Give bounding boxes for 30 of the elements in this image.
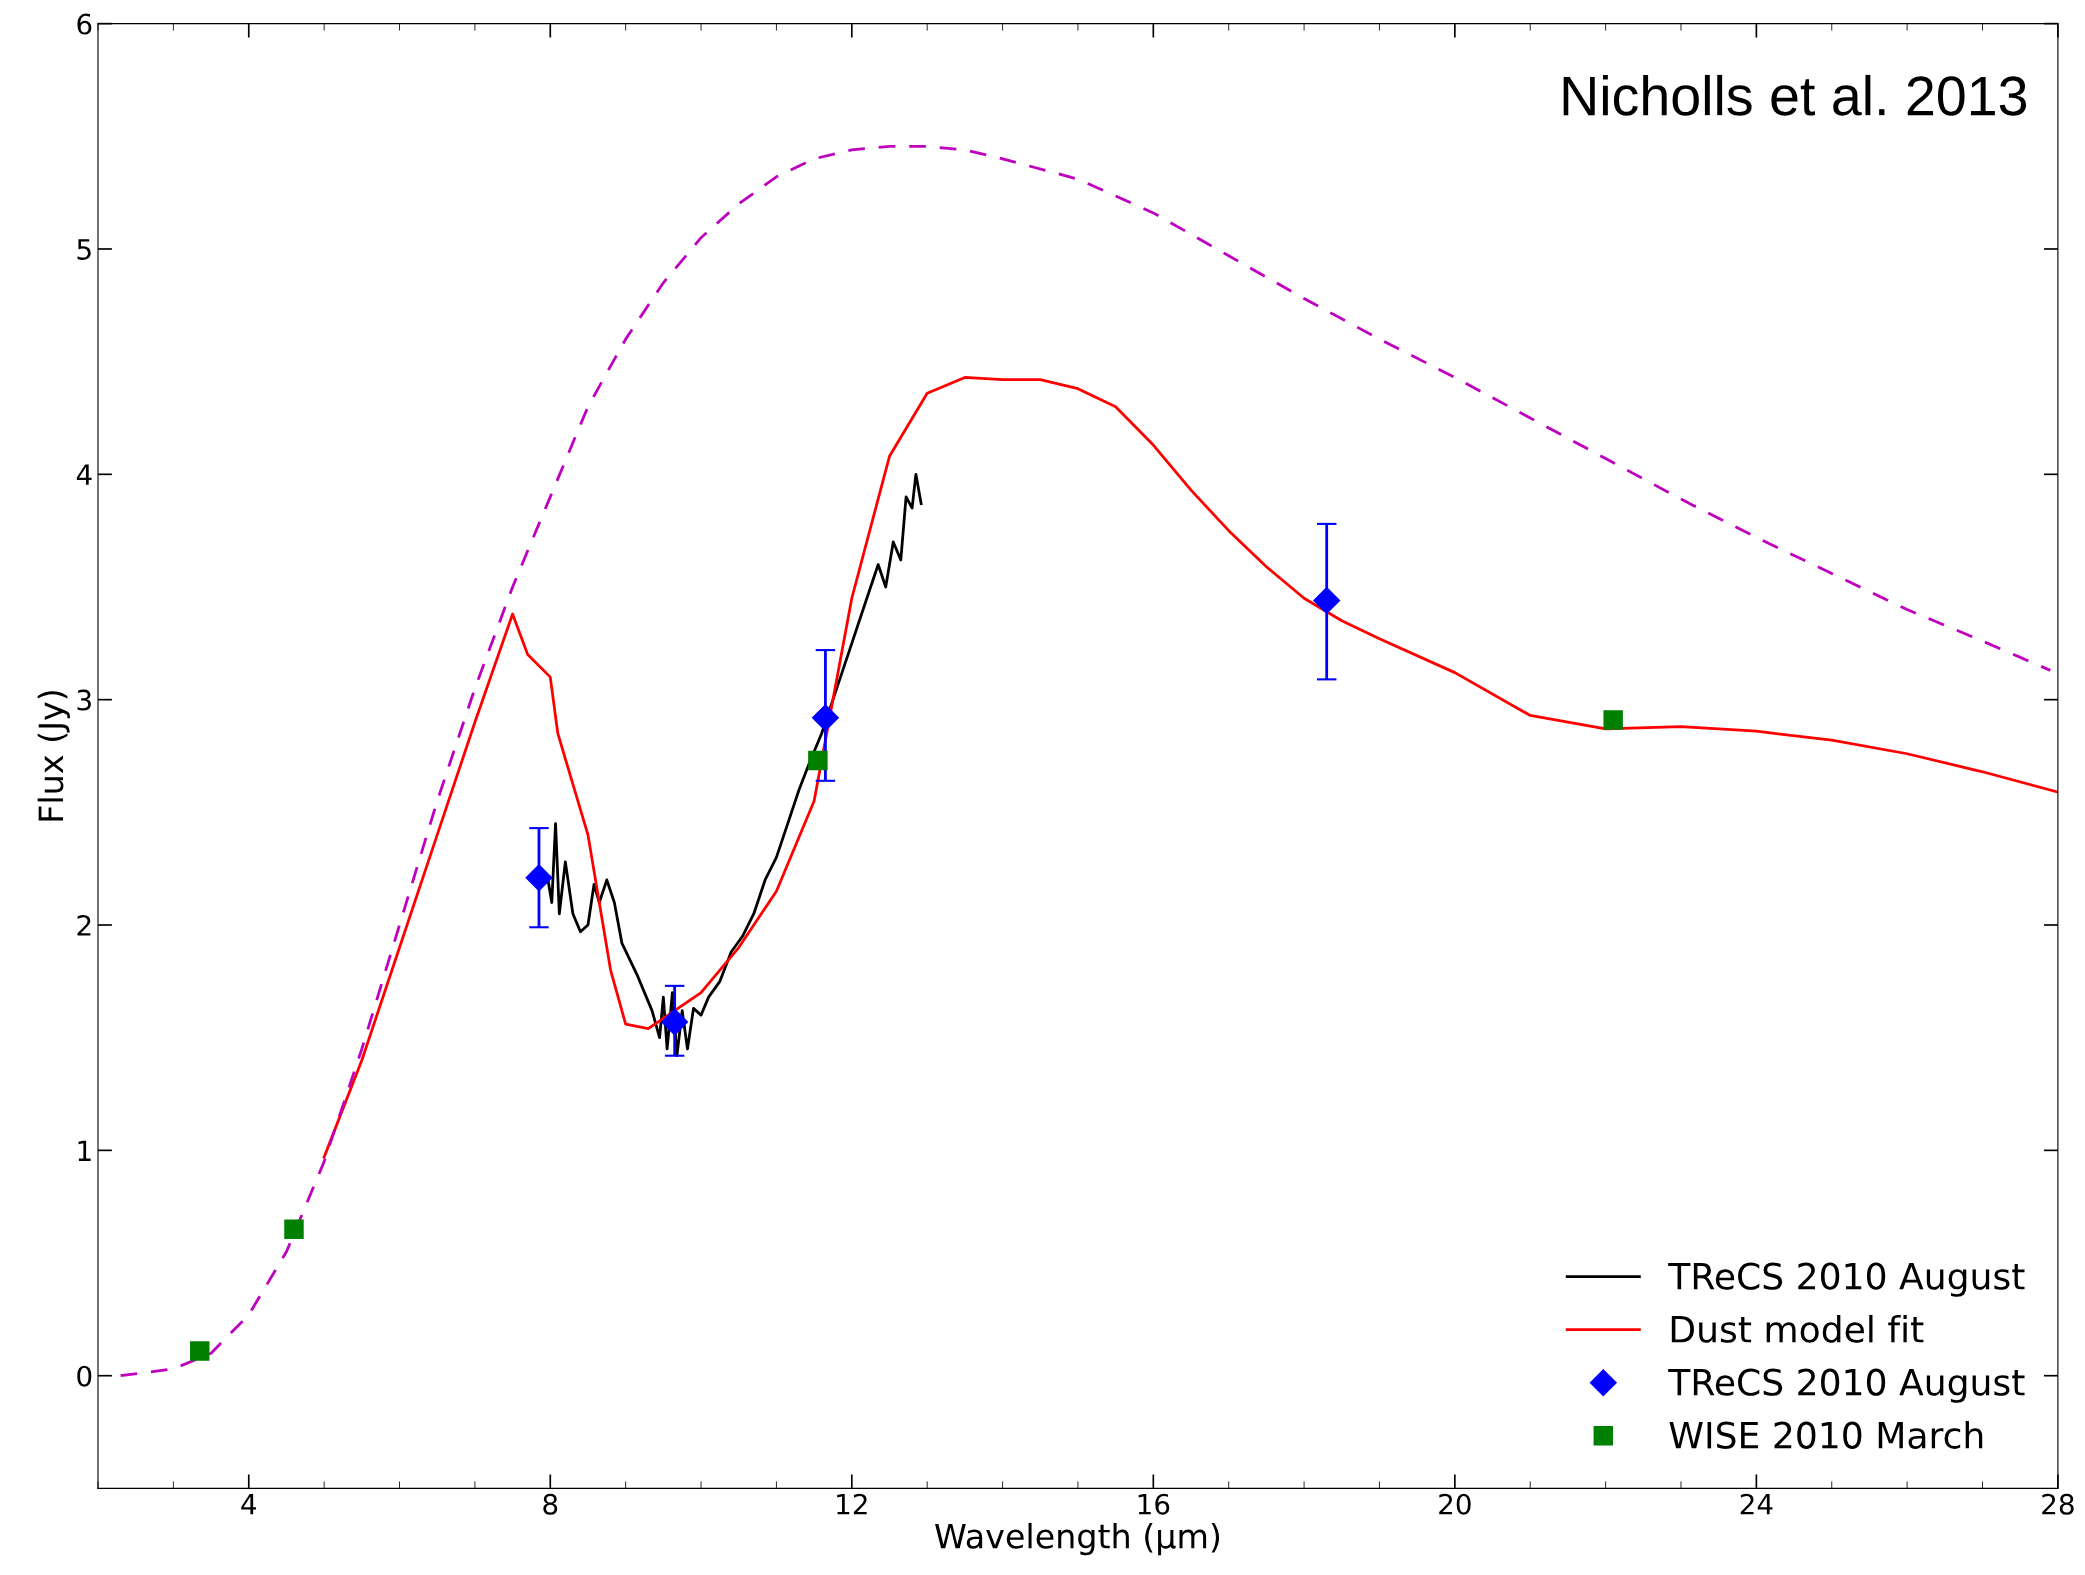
y-tick-label: 6 xyxy=(77,13,92,35)
x-tick-label: 20 xyxy=(1439,1493,1471,1515)
legend-label: WISE 2010 March xyxy=(1669,1420,1983,1449)
y-tick-label: 1 xyxy=(78,1140,91,1161)
y-tick-label: 0 xyxy=(77,1365,92,1387)
point xyxy=(284,1219,304,1239)
legend-label: TReCS 2010 August xyxy=(1668,1368,2025,1403)
point xyxy=(190,1341,210,1361)
y-axis-title: Flux (Jy) xyxy=(37,691,70,821)
point xyxy=(1603,710,1623,730)
legend-label: Dust model fit xyxy=(1671,1314,1924,1343)
x-tick-label: 16 xyxy=(1138,1493,1170,1515)
x-tick-label: 28 xyxy=(2042,1493,2074,1515)
x-tick-label: 4 xyxy=(241,1494,257,1515)
x-tick-label: 8 xyxy=(543,1493,558,1515)
legend-label: TReCS 2010 August xyxy=(1668,1262,2025,1297)
x-axis-title: Wavelength (μm) xyxy=(935,1522,1220,1556)
point xyxy=(1313,587,1341,614)
y-tick-label: 4 xyxy=(76,464,92,485)
line-series xyxy=(322,376,2058,1159)
annotation: Nicholls et al. 2013 xyxy=(1563,74,2027,116)
y-tick-label: 2 xyxy=(77,914,91,936)
point xyxy=(661,1008,689,1036)
point xyxy=(525,864,553,892)
point xyxy=(811,704,839,732)
y-tick-label: 3 xyxy=(77,689,91,711)
point xyxy=(808,750,828,771)
x-tick-label: 12 xyxy=(837,1493,867,1515)
x-tick-label: 24 xyxy=(1740,1493,1773,1515)
y-tick-label: 5 xyxy=(77,239,91,260)
